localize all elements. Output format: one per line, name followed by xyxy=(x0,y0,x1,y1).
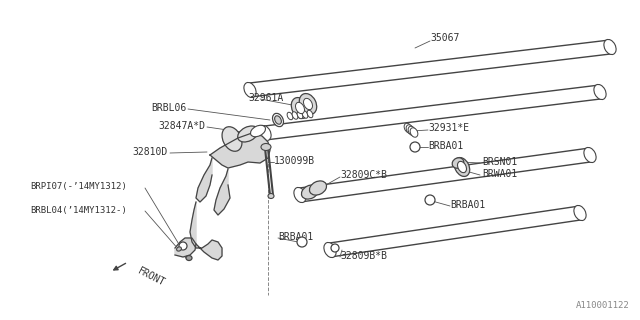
Ellipse shape xyxy=(452,158,464,168)
Ellipse shape xyxy=(292,112,298,119)
Ellipse shape xyxy=(287,112,293,120)
Text: 130099B: 130099B xyxy=(274,156,315,166)
Ellipse shape xyxy=(275,116,282,124)
Text: 35067: 35067 xyxy=(430,33,460,43)
Ellipse shape xyxy=(301,185,319,199)
Ellipse shape xyxy=(454,157,470,176)
Text: BRWA01: BRWA01 xyxy=(482,169,517,179)
Polygon shape xyxy=(299,148,591,202)
Text: FRONT: FRONT xyxy=(136,266,166,288)
Ellipse shape xyxy=(237,126,259,142)
Ellipse shape xyxy=(594,84,606,100)
Ellipse shape xyxy=(297,111,303,119)
Ellipse shape xyxy=(604,39,616,54)
Polygon shape xyxy=(329,206,581,257)
Ellipse shape xyxy=(406,125,414,134)
Text: 32810D: 32810D xyxy=(132,147,168,157)
Text: BRBL06: BRBL06 xyxy=(151,103,186,113)
Ellipse shape xyxy=(294,188,306,203)
Text: BRBA01: BRBA01 xyxy=(278,232,313,242)
Ellipse shape xyxy=(408,126,416,136)
Circle shape xyxy=(297,237,307,247)
Ellipse shape xyxy=(186,255,192,260)
Text: BRBA01: BRBA01 xyxy=(428,141,463,151)
Circle shape xyxy=(331,244,339,252)
Text: 32809C*B: 32809C*B xyxy=(340,170,387,180)
Ellipse shape xyxy=(302,111,308,118)
Text: 32809B*B: 32809B*B xyxy=(340,251,387,261)
Ellipse shape xyxy=(584,148,596,163)
Ellipse shape xyxy=(268,194,274,198)
Ellipse shape xyxy=(303,98,312,110)
Text: BRBA01: BRBA01 xyxy=(450,200,485,210)
Ellipse shape xyxy=(177,247,181,251)
Text: BRBL04(’14MY1312-): BRBL04(’14MY1312-) xyxy=(30,205,127,214)
Ellipse shape xyxy=(291,98,308,118)
Circle shape xyxy=(179,242,187,250)
Ellipse shape xyxy=(324,243,336,258)
Circle shape xyxy=(410,142,420,152)
Polygon shape xyxy=(264,85,601,140)
Circle shape xyxy=(425,195,435,205)
Text: A110001122: A110001122 xyxy=(576,301,630,310)
Ellipse shape xyxy=(307,110,313,118)
Ellipse shape xyxy=(261,143,271,150)
Ellipse shape xyxy=(458,161,467,173)
Polygon shape xyxy=(210,133,270,168)
Text: BRSN01: BRSN01 xyxy=(482,157,517,167)
Text: 32961A: 32961A xyxy=(248,93,284,103)
Ellipse shape xyxy=(410,128,418,137)
Ellipse shape xyxy=(222,127,242,151)
Text: 32931*E: 32931*E xyxy=(428,123,469,133)
Polygon shape xyxy=(249,40,611,97)
Text: 32847A*D: 32847A*D xyxy=(158,121,205,131)
Ellipse shape xyxy=(259,125,271,140)
Ellipse shape xyxy=(404,123,412,133)
Ellipse shape xyxy=(296,102,305,114)
Ellipse shape xyxy=(574,205,586,220)
Ellipse shape xyxy=(244,83,256,98)
Polygon shape xyxy=(214,169,230,215)
Polygon shape xyxy=(190,202,222,260)
Polygon shape xyxy=(175,238,196,257)
Ellipse shape xyxy=(310,181,326,195)
Polygon shape xyxy=(196,158,212,202)
Ellipse shape xyxy=(273,113,284,127)
Ellipse shape xyxy=(300,93,317,115)
Ellipse shape xyxy=(250,125,266,137)
Text: BRPI07(-’14MY1312): BRPI07(-’14MY1312) xyxy=(30,182,127,191)
